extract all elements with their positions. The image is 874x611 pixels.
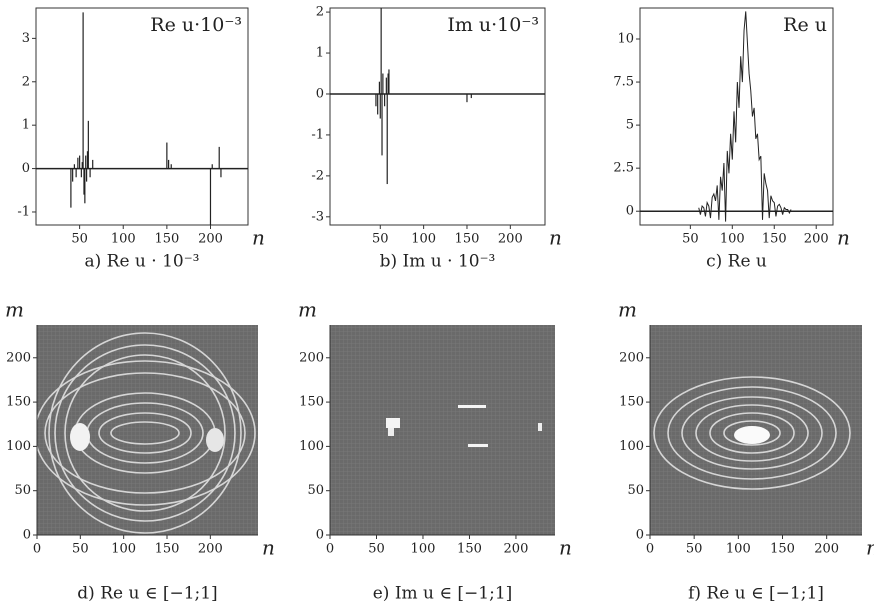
caption: a) Re u · 10⁻³ (84, 252, 199, 272)
image-f (650, 325, 862, 535)
y-tick-label: 10 (617, 32, 634, 47)
x-axis-label: n (559, 536, 572, 560)
y-tick-label: 1 (22, 118, 30, 133)
x-tick-label: 50 (686, 542, 703, 557)
chart-title: Im u·10⁻³ (447, 14, 539, 36)
y-tick-label: 7.5 (613, 75, 634, 90)
x-tick-label: 200 (804, 232, 829, 247)
caption: b) Im u · 10⁻³ (380, 252, 496, 272)
x-tick-label: 50 (372, 232, 389, 247)
y-tick-label: -2 (311, 168, 324, 183)
x-tick-label: 0 (326, 542, 334, 557)
y-tick-label: 150 (6, 395, 31, 410)
x-axis-label: n (866, 536, 874, 560)
y-tick-label: 200 (6, 350, 31, 365)
y-tick-label: 50 (14, 483, 31, 498)
x-tick-label: 200 (198, 232, 223, 247)
x-tick-label: 150 (770, 542, 795, 557)
plot-frame (35, 7, 249, 226)
y-tick-label: -1 (311, 127, 324, 142)
x-tick-label: 100 (411, 542, 436, 557)
x-tick-label: 150 (455, 232, 480, 247)
y-tick-label: 2 (22, 74, 30, 89)
x-tick-label: 150 (762, 232, 787, 247)
y-tick-label: 2 (316, 5, 324, 20)
chart-title: Re u (783, 14, 827, 36)
x-tick-label: 200 (498, 232, 523, 247)
y-tick-label: 0 (23, 528, 31, 543)
y-axis-label: m (5, 298, 24, 322)
image-d (37, 325, 258, 535)
y-tick-label: 0 (22, 161, 30, 176)
x-tick-label: 100 (111, 232, 136, 247)
y-tick-label: 0 (636, 528, 644, 543)
y-axis-label: m (618, 298, 637, 322)
x-tick-label: 100 (720, 232, 745, 247)
y-axis-label: m (298, 298, 317, 322)
y-tick-label: 0 (316, 528, 324, 543)
x-tick-label: 200 (198, 542, 223, 557)
y-tick-label: 1 (316, 46, 324, 61)
x-tick-label: 50 (368, 542, 385, 557)
caption: d) Re u ∈ [−1;1] (77, 584, 217, 604)
plot-frame (329, 7, 546, 226)
y-tick-label: 100 (299, 439, 324, 454)
y-tick-label: 0 (316, 86, 324, 101)
y-tick-label: 2.5 (613, 161, 634, 176)
y-tick-label: 3 (22, 31, 30, 46)
x-tick-label: 50 (71, 232, 88, 247)
y-tick-label: 50 (627, 483, 644, 498)
x-tick-label: 200 (504, 542, 529, 557)
chart-title: Re u·10⁻³ (150, 14, 242, 36)
y-tick-label: 100 (6, 439, 31, 454)
plot-frame (639, 7, 834, 226)
y-tick-label: 0 (626, 204, 634, 219)
caption: c) Re u (706, 252, 767, 272)
x-axis-label: n (252, 226, 265, 250)
x-tick-label: 100 (111, 542, 136, 557)
y-tick-label: 150 (619, 395, 644, 410)
y-tick-label: 200 (299, 350, 324, 365)
x-tick-label: 100 (411, 232, 436, 247)
x-tick-label: 0 (646, 542, 654, 557)
line (698, 11, 792, 222)
y-tick-label: -3 (311, 209, 324, 224)
x-tick-label: 50 (72, 542, 89, 557)
y-tick-label: 5 (626, 118, 634, 133)
x-axis-label: n (262, 536, 275, 560)
y-tick-label: 150 (299, 395, 324, 410)
x-tick-label: 150 (155, 542, 180, 557)
x-axis-label: n (549, 226, 562, 250)
y-tick-label: 200 (619, 350, 644, 365)
y-tick-label: 50 (307, 483, 324, 498)
caption: e) Im u ∈ [−1;1] (373, 584, 513, 604)
x-tick-label: 200 (814, 542, 839, 557)
x-tick-label: 50 (682, 232, 699, 247)
x-tick-label: 150 (154, 232, 179, 247)
caption: f) Re u ∈ [−1;1] (688, 584, 824, 604)
x-tick-label: 150 (457, 542, 482, 557)
y-tick-label: -1 (17, 204, 30, 219)
y-tick-label: 100 (619, 439, 644, 454)
image-e (330, 325, 555, 535)
x-axis-label: n (837, 226, 850, 250)
x-tick-label: 100 (726, 542, 751, 557)
x-tick-label: 0 (33, 542, 41, 557)
